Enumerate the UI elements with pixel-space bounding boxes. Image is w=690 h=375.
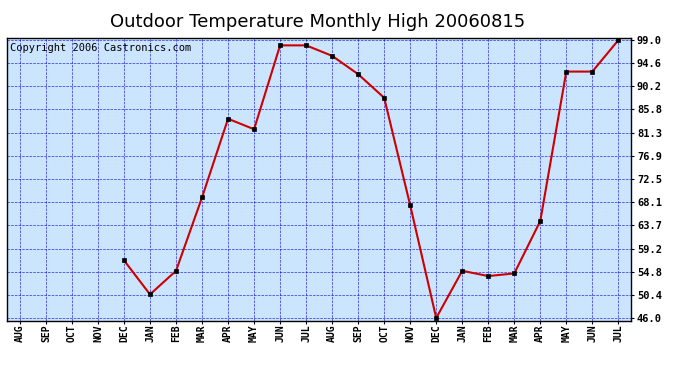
Text: Copyright 2006 Castronics.com: Copyright 2006 Castronics.com xyxy=(10,43,191,53)
Text: Outdoor Temperature Monthly High 20060815: Outdoor Temperature Monthly High 2006081… xyxy=(110,13,525,31)
